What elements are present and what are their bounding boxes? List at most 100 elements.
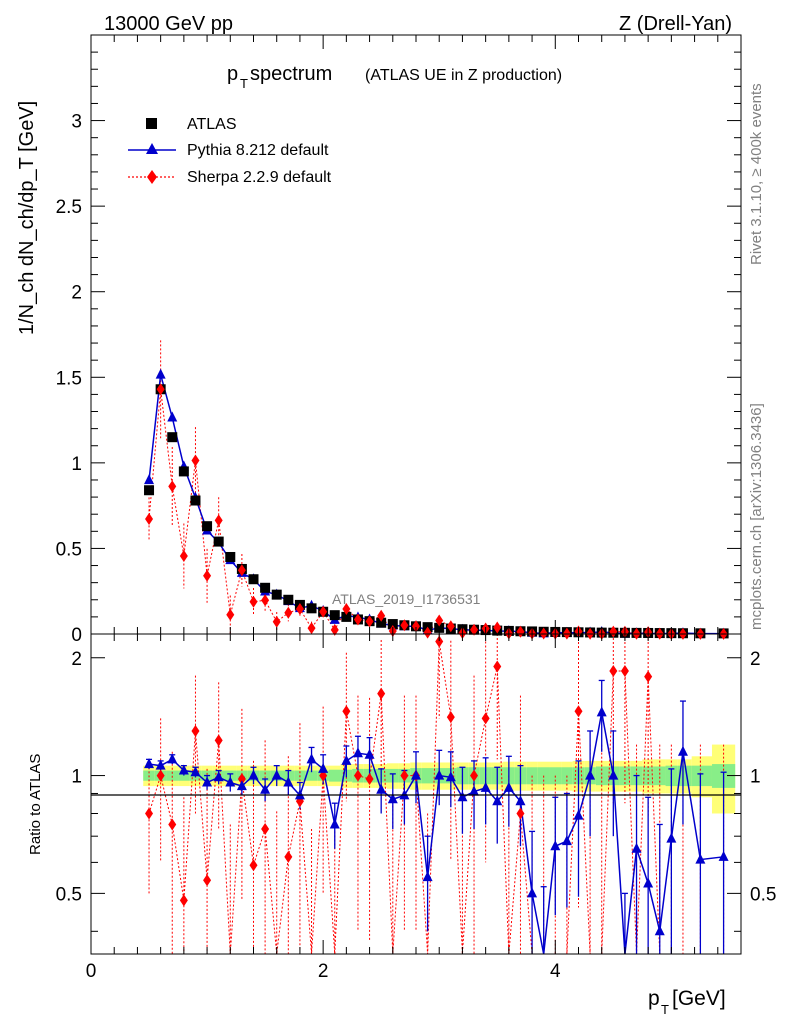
ratio-tick-label-right: 1 [750, 767, 761, 788]
pythia-ratio-marker [480, 781, 491, 792]
pythia-ratio-marker [573, 809, 584, 820]
pythia-ratio-marker [469, 785, 480, 796]
pythia-ratio-marker [352, 747, 363, 758]
sherpa-ratio-marker [145, 807, 154, 820]
title-suffix: (ATLAS UE in Z production) [365, 67, 562, 84]
x-tick-label: 4 [550, 961, 561, 982]
ratio-tick-label: 2 [71, 649, 82, 670]
sherpa-main-marker [214, 514, 223, 527]
pythia-ratio-marker [202, 776, 213, 787]
sherpa-ratio-marker [353, 769, 362, 782]
pythia-ratio-marker [695, 853, 706, 864]
atlas-stat-band [691, 765, 712, 787]
pythia-ratio-marker [248, 769, 259, 780]
tick-labels: 0 2 4 0 0.5 1 1.5 2 2.5 3 0.5 1 2 0.5 1 2 [56, 112, 777, 982]
pythia-main-marker [167, 411, 178, 422]
pythia-ratio-marker [503, 781, 514, 792]
pythia-ratio-marker [550, 840, 561, 851]
pythia-ratio-marker [608, 769, 619, 780]
sherpa-ratio-marker [365, 772, 374, 785]
pythia-ratio-marker [585, 769, 596, 780]
pythia-ratio-marker [561, 835, 572, 846]
analysis-watermark: ATLAS_2019_I1736531 [332, 591, 481, 607]
atlas-main-marker [144, 485, 155, 496]
atlas-main-marker [248, 574, 259, 585]
ratio-series-layer [144, 634, 729, 955]
ratio-tick-label: 1 [71, 767, 82, 788]
sherpa-main-marker [295, 602, 304, 615]
pythia-ratio-marker [596, 706, 607, 717]
sherpa-main-marker [470, 623, 479, 636]
atlas-stat-band [166, 770, 179, 781]
sherpa-ratio-marker [493, 660, 502, 673]
pythia-ratio-marker [178, 764, 189, 775]
sherpa-ratio-marker [481, 712, 490, 725]
pythia-main-marker [155, 368, 166, 379]
atlas-main-marker [283, 594, 294, 605]
atlas-main-marker [341, 611, 352, 622]
sherpa-main-marker [435, 614, 444, 627]
pythia-ratio-marker [144, 758, 155, 769]
atlas-main-marker [178, 466, 189, 477]
pythia-ratio-marker [666, 832, 677, 843]
y-tick-label: 1 [71, 454, 82, 475]
pythia-ratio-marker [155, 759, 166, 770]
sherpa-ratio-marker [620, 665, 629, 678]
atlas-main-marker [376, 617, 387, 628]
sherpa-ratio-marker [179, 894, 188, 907]
x-axis-label-unit: [GeV] [672, 987, 726, 1010]
sherpa-ratio-marker [342, 705, 351, 718]
sherpa-ratio-marker [400, 769, 409, 782]
pythia-ratio-marker [411, 769, 421, 780]
sherpa-ratio-marker [203, 874, 212, 887]
atlas-main-marker [271, 589, 282, 600]
pythia-ratio-marker [643, 877, 654, 888]
legend-atlas-label: ATLAS [187, 116, 237, 133]
sherpa-main-marker [226, 608, 235, 621]
sherpa-main-marker [249, 595, 258, 608]
mcplots-label: mcplots.cern.ch [arXiv:1306.3436] [748, 403, 765, 630]
pythia-ratio-marker [422, 871, 433, 882]
ratio-tick-label-right: 0.5 [750, 884, 776, 905]
sherpa-main-marker [446, 620, 455, 633]
pythia-ratio-marker [631, 842, 642, 853]
sherpa-main-marker [609, 625, 618, 638]
sherpa-main-marker [365, 615, 374, 628]
rivet-label: Rivet 3.1.10, ≥ 400k events [748, 83, 765, 265]
sherpa-ratio-marker [191, 724, 200, 737]
pythia-ratio-marker [527, 887, 538, 898]
pythia-ratio-marker [492, 795, 503, 806]
atlas-stat-band [178, 770, 190, 781]
sherpa-main-marker [261, 594, 270, 607]
sherpa-main-marker [191, 454, 200, 467]
pythia-ratio-marker [260, 783, 271, 794]
sherpa-main-marker [307, 622, 316, 635]
sherpa-main-marker [156, 383, 165, 396]
atlas-main-marker [260, 582, 271, 593]
main-y-axis-label: 1/N_ch dN_ch/dp_T [GeV] [16, 101, 38, 335]
sherpa-ratio-marker [261, 823, 270, 836]
title-word: spectrum [250, 63, 332, 85]
atlas-stat-band [328, 769, 341, 782]
pythia-ratio-marker [718, 850, 729, 861]
sherpa-main-marker [284, 606, 293, 619]
sherpa-main-marker [493, 621, 502, 634]
legend-sherpa-label: Sherpa 2.2.9 default [187, 169, 332, 186]
pythia-ratio-marker [376, 783, 387, 794]
atlas-stat-band [421, 768, 434, 784]
pythia-ratio-marker [677, 745, 688, 756]
pythia-ratio-marker [434, 769, 445, 780]
sherpa-main-marker [237, 564, 246, 577]
legend-pythia-label: Pythia 8.212 default [187, 142, 329, 159]
ratio-tick-label: 0.5 [56, 884, 82, 905]
y-tick-label: 3 [71, 112, 82, 133]
sherpa-main-marker [272, 615, 281, 628]
atlas-main-marker [306, 603, 317, 614]
sherpa-ratio-marker [446, 711, 455, 724]
sherpa-main-marker [412, 620, 420, 633]
title-pt: p [227, 63, 238, 85]
pythia-ratio-marker [364, 748, 375, 759]
sherpa-main-marker [168, 480, 177, 493]
sherpa-ratio-marker [470, 769, 479, 782]
